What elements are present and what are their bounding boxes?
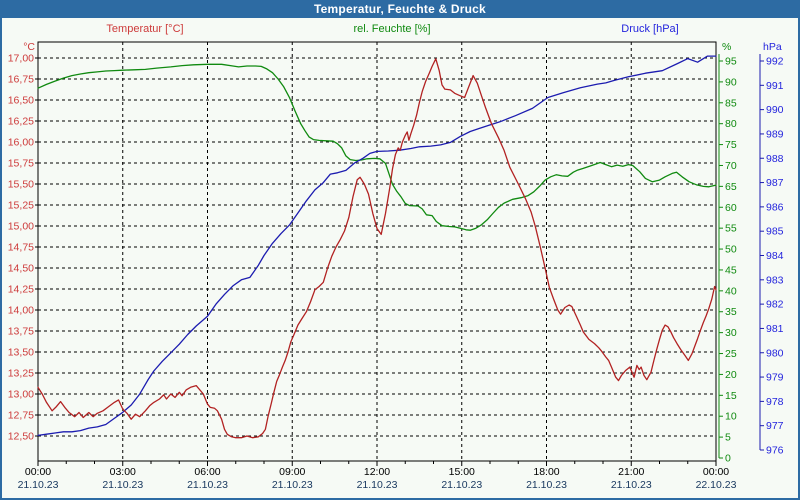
humidity-tick-label: 25 — [725, 348, 737, 360]
humidity-tick-label: 45 — [725, 264, 737, 276]
temperature-tick-label: 13,00 — [8, 389, 34, 401]
frame-bottom — [0, 498, 800, 500]
pressure-tick-label: 989 — [766, 128, 784, 140]
humidity-axis-unit: % — [722, 41, 731, 53]
temperature-tick-label: 13,50 — [8, 347, 34, 359]
temperature-tick-label: 16,75 — [8, 74, 34, 86]
humidity-tick-label: 95 — [725, 56, 737, 68]
humidity-tick-label: 35 — [725, 306, 737, 318]
pressure-tick-label: 991 — [766, 80, 784, 92]
time-tick-label: 18:00 — [533, 466, 559, 478]
time-tick-label: 21:00 — [618, 466, 644, 478]
series-header-1: rel. Feuchte [%] — [353, 23, 430, 35]
humidity-tick-label: 60 — [725, 202, 737, 214]
plot-border — [37, 41, 717, 462]
pressure-tick-label: 984 — [766, 250, 784, 262]
pressure-tick-label: 987 — [766, 177, 784, 189]
temperature-tick-label: 16,25 — [8, 116, 34, 128]
pressure-tick-label: 992 — [766, 56, 784, 68]
series-header-2: Druck [hPa] — [621, 23, 678, 35]
panel-background — [0, 18, 800, 500]
pressure-tick-label: 983 — [766, 274, 784, 286]
temperature-tick-label: 17,00 — [8, 53, 34, 65]
humidity-tick-label: 5 — [725, 432, 731, 444]
humidity-tick-label: 40 — [725, 285, 737, 297]
series-header-0: Temperatur [°C] — [106, 23, 183, 35]
pressure-tick-label: 976 — [766, 445, 784, 457]
series-temperature — [37, 58, 717, 439]
temperature-tick-label: 16,00 — [8, 137, 34, 149]
frame-right — [798, 18, 800, 500]
date-label: 21.10.23 — [272, 479, 313, 491]
temperature-tick-label: 14,25 — [8, 284, 34, 296]
temperature-tick-label: 13,75 — [8, 326, 34, 338]
pressure-tick-label: 978 — [766, 396, 784, 408]
series-humidity — [37, 63, 717, 231]
chart-area: Temperatur [°C] rel. Feuchte [%] Druck [hP… — [0, 18, 800, 500]
time-tick-label: 12:00 — [364, 466, 390, 478]
page-title: Temperatur, Feuchte & Druck — [314, 2, 486, 16]
pressure-tick-label: 979 — [766, 372, 784, 384]
temperature-humidity-pressure-chart: Temperatur [°C] rel. Feuchte [%] Druck [hP… — [0, 18, 800, 500]
temperature-axis-unit: °C — [23, 41, 35, 53]
pressure-axis-unit: hPa — [763, 41, 782, 53]
title-bar: Temperatur, Feuchte & Druck — [0, 0, 800, 18]
humidity-tick-label: 55 — [725, 223, 737, 235]
time-tick-label: 09:00 — [279, 466, 305, 478]
temperature-tick-label: 14,75 — [8, 242, 34, 254]
date-label: 21.10.23 — [187, 479, 228, 491]
temperature-tick-label: 15,25 — [8, 200, 34, 212]
temperature-tick-label: 16,50 — [8, 95, 34, 107]
humidity-tick-label: 10 — [725, 411, 737, 423]
temperature-tick-label: 15,75 — [8, 158, 34, 170]
humidity-tick-label: 75 — [725, 139, 737, 151]
date-label: 22.10.23 — [696, 479, 737, 491]
pressure-tick-label: 982 — [766, 299, 784, 311]
time-tick-label: 15:00 — [449, 466, 475, 478]
time-tick-label: 06:00 — [194, 466, 220, 478]
frame-left — [0, 18, 2, 500]
temperature-tick-label: 14,50 — [8, 263, 34, 275]
date-label: 21.10.23 — [611, 479, 652, 491]
date-label: 21.10.23 — [526, 479, 567, 491]
temperature-tick-label: 12,50 — [8, 431, 34, 443]
temperature-tick-label: 13,25 — [8, 368, 34, 380]
date-label: 21.10.23 — [102, 479, 143, 491]
humidity-tick-label: 70 — [725, 160, 737, 172]
humidity-tick-label: 80 — [725, 118, 737, 130]
humidity-tick-label: 20 — [725, 369, 737, 381]
temperature-tick-label: 15,50 — [8, 179, 34, 191]
temperature-tick-label: 15,00 — [8, 221, 34, 233]
temperature-tick-label: 12,75 — [8, 410, 34, 422]
humidity-tick-label: 65 — [725, 181, 737, 193]
humidity-tick-label: 30 — [725, 327, 737, 339]
pressure-tick-label: 990 — [766, 104, 784, 116]
time-tick-label: 00:00 — [25, 466, 51, 478]
date-label: 21.10.23 — [18, 479, 59, 491]
pressure-tick-label: 980 — [766, 347, 784, 359]
series-pressure — [37, 55, 717, 437]
time-tick-label: 00:00 — [703, 466, 729, 478]
humidity-tick-label: 15 — [725, 390, 737, 402]
date-label: 21.10.23 — [357, 479, 398, 491]
humidity-tick-label: 85 — [725, 97, 737, 109]
time-tick-label: 03:00 — [110, 466, 136, 478]
humidity-tick-label: 50 — [725, 244, 737, 256]
humidity-tick-label: 90 — [725, 76, 737, 88]
pressure-tick-label: 988 — [766, 153, 784, 165]
pressure-tick-label: 977 — [766, 420, 784, 432]
temperature-tick-label: 14,00 — [8, 305, 34, 317]
pressure-tick-label: 981 — [766, 323, 784, 335]
date-label: 21.10.23 — [441, 479, 482, 491]
pressure-tick-label: 985 — [766, 226, 784, 238]
pressure-tick-label: 986 — [766, 201, 784, 213]
humidity-tick-label: 0 — [725, 453, 731, 465]
